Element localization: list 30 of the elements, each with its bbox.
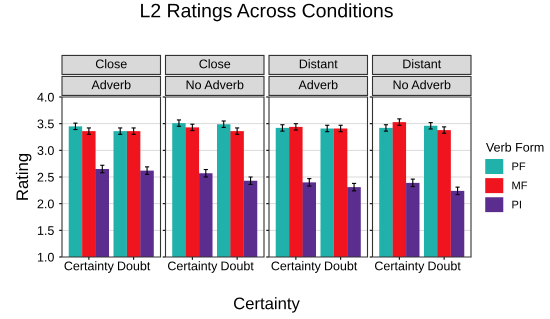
legend-label: PI xyxy=(512,200,521,208)
y-axis-title: Rating xyxy=(16,154,32,200)
y-tick-label: 3.5 xyxy=(37,119,54,128)
x-tick-label: Doubt xyxy=(324,261,358,270)
y-tick-label: 4.0 xyxy=(37,92,54,102)
y-tick-label: 2.5 xyxy=(38,172,54,182)
chart-subtitle: Adverb xyxy=(91,80,131,90)
text: L2 Ratings Across Conditions xyxy=(141,3,393,22)
chart-title: Close xyxy=(96,59,127,68)
x-axis-title: Certainty xyxy=(234,297,300,313)
legend-label: MF xyxy=(512,182,528,190)
chart-subtitle: No Adverb xyxy=(186,80,244,90)
x-tick-label: Certainty xyxy=(64,261,114,273)
y-tick-label: 3.0 xyxy=(37,146,54,155)
legend-label: PF xyxy=(512,162,526,170)
chart-title: Distant xyxy=(300,59,338,68)
x-tick-label: Certainty xyxy=(271,261,321,273)
chart-subtitle: No Adverb xyxy=(394,80,450,90)
chart-title: Close xyxy=(199,59,230,68)
x-tick-label: Certainty xyxy=(374,261,424,273)
x-tick-label: Doubt xyxy=(428,261,461,270)
y-tick-label: 1.0 xyxy=(38,252,54,262)
y-tick-label: 2.0 xyxy=(38,199,54,208)
x-tick-label: Doubt xyxy=(118,261,150,270)
y-tick-label: 1.5 xyxy=(38,226,54,235)
x-tick-label: Doubt xyxy=(221,261,254,270)
chart-subtitle: Adverb xyxy=(298,80,338,90)
x-tick-label: Certainty xyxy=(168,261,218,273)
chart-title: Distant xyxy=(403,59,442,68)
legend-title: Verb Form xyxy=(486,142,544,152)
